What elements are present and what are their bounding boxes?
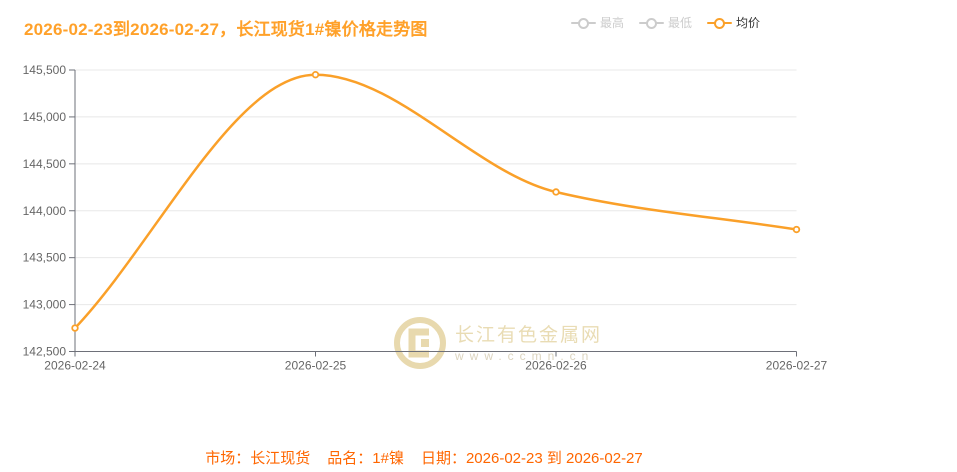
- data-point-marker[interactable]: [792, 225, 801, 234]
- y-grid: [75, 69, 797, 306]
- chart-legend: 最高 最低 均价: [571, 14, 760, 31]
- svg-text:145,500: 145,500: [23, 63, 67, 77]
- svg-text:2026-02-25: 2026-02-25: [285, 359, 347, 373]
- watermark-text: 长江有色金属网 www.ccmn.cn: [455, 325, 603, 371]
- caption-market: 市场：长江现货: [205, 450, 311, 467]
- line-series-icon: [639, 17, 665, 29]
- svg-text:142,500: 142,500: [23, 345, 67, 359]
- svg-text:143,500: 143,500: [23, 251, 67, 265]
- data-point-marker[interactable]: [311, 70, 320, 79]
- caption-product: 品名：1#镍: [327, 450, 404, 467]
- legend-item-label: 最高: [600, 16, 625, 30]
- chart-caption: 市场：长江现货 品名：1#镍 日期：2026-02-23 到 2026-02-2…: [205, 447, 643, 468]
- svg-text:2026-02-27: 2026-02-27: [766, 359, 828, 373]
- line-series-icon: [571, 17, 596, 29]
- legend-item-min[interactable]: 最低: [639, 14, 692, 31]
- price-line-chart: 142,500 143,000 143,500 144,000 144,500 145,0…: [23, 63, 828, 373]
- svg-text:144,500: 144,500: [23, 157, 67, 171]
- legend-item-label: 最低: [668, 16, 693, 30]
- svg-text:143,000: 143,000: [23, 298, 67, 312]
- chart-title: 2026-02-23到2026-02-27，长江现货1#镍价格走势图: [24, 20, 428, 39]
- legend-item-avg[interactable]: 均价: [707, 14, 760, 31]
- y-axis-labels: 142,500 143,000 143,500 144,000 144,500 145,0…: [23, 63, 75, 359]
- legend-item-max[interactable]: 最高: [571, 14, 624, 31]
- svg-text:2026-02-26: 2026-02-26: [525, 359, 587, 373]
- line-series-icon: [707, 17, 733, 29]
- data-point-marker[interactable]: [552, 188, 560, 196]
- watermark-url: www.ccmn.cn: [455, 348, 595, 363]
- ccmn-logo-icon: [394, 317, 446, 369]
- svg-text:145,000: 145,000: [23, 110, 67, 124]
- data-point-marker[interactable]: [71, 324, 79, 332]
- caption-date: 日期：2026-02-23 到 2026-02-27: [420, 450, 643, 467]
- svg-text:144,000: 144,000: [23, 204, 67, 218]
- legend-item-label: 均价: [736, 16, 761, 30]
- watermark: 长江有色金属网 www.ccmn.cn: [393, 315, 602, 371]
- watermark-brand: 长江有色金属网: [455, 325, 603, 346]
- svg-text:2026-02-24: 2026-02-24: [44, 359, 106, 373]
- x-axis-labels: 2026-02-24 2026-02-25 2026-02-26 2026-02-27: [44, 351, 828, 373]
- series-line-avg: [71, 70, 801, 332]
